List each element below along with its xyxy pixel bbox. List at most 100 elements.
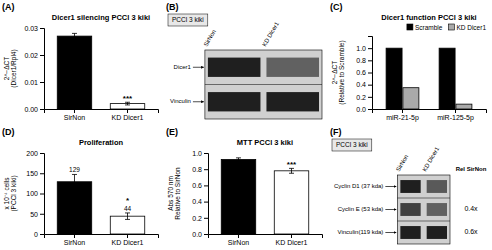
x-tick: SirNon [64, 109, 86, 121]
data-label: 44 [124, 205, 132, 212]
label-box [332, 139, 372, 151]
title: MTT PCCl 3 kiki [237, 138, 293, 147]
y-tick: 0.8 [356, 57, 372, 64]
error-bar-line [125, 219, 130, 220]
bands [208, 58, 319, 112]
annotation: *** [123, 94, 133, 103]
x-tick: KD Dicer1 [112, 109, 144, 121]
blot-frame [205, 50, 322, 119]
panel-letter: (E) [166, 127, 178, 137]
x-tick-label: miR-21-5p [386, 114, 419, 122]
y-axis: 050100150200 [26, 150, 44, 238]
y-tick-mark [204, 153, 208, 154]
y-tick: 1.0 [192, 150, 208, 157]
annotation: *** [287, 160, 297, 169]
x-tick-mark [238, 234, 239, 238]
y-tick: 0.02 [24, 52, 44, 59]
x-tick-label: SirNon [64, 114, 86, 121]
y-axis-title: 2^−ΔCT(Dicer1/Rpl4) [3, 49, 18, 87]
y-axis-title-line: (Dicer1/Rpl4) [10, 49, 18, 87]
title: Dicer1 function PCCl 3 kiki [381, 13, 476, 22]
band [208, 58, 261, 77]
panel-letter: (D) [2, 127, 15, 137]
error-bar-line [74, 174, 75, 189]
x-tick: SirNon [64, 234, 86, 246]
y-tick: 0.4 [192, 198, 208, 205]
x-axis: miR-21-5p miR-125-5p [373, 109, 487, 122]
panel: (C) Dicer1 function PCCl 3 kiki 2^−ΔCT(Rel… [330, 2, 487, 122]
x-axis: SirNonKD Dicer1 [209, 234, 323, 246]
bands [400, 180, 447, 239]
y-axis-line [40, 154, 45, 235]
y-axis-title-line: 2^−ΔCT [331, 61, 338, 84]
y-tick: 0 [34, 231, 44, 238]
panel-letter: (C) [330, 2, 343, 12]
band [427, 180, 447, 193]
y-tick-mark [204, 218, 208, 219]
column-label: KD Dicer1 [421, 145, 440, 172]
panel: (D)Proliferationx 10⁻⁴ cells(PCCl 3 kiki… [2, 127, 159, 246]
y-tick: 0.2 [356, 94, 372, 101]
row-label: Cyclin D1 (37 kda) [334, 183, 383, 189]
band [400, 203, 420, 216]
y-axis-title-line: (Relative to Scramble) [338, 40, 346, 104]
legend-label: KD Dicer1 [456, 24, 486, 31]
y-tick-label: 0.0 [356, 106, 366, 113]
y-axis-line [40, 29, 45, 110]
y-tick-label: 0.4 [356, 81, 366, 88]
error-bar [125, 213, 130, 219]
legend-swatch [407, 24, 413, 30]
row-separator [205, 84, 322, 85]
legend-swatch [448, 24, 454, 30]
panel: (F)PCCl 3 kikiCyclin D1 (37 kda)Cyclin E… [330, 127, 487, 244]
y-tick-mark [368, 73, 372, 74]
x-axis-line [45, 110, 159, 114]
x-tick-label: KD Dicer1 [112, 239, 144, 246]
bar [274, 171, 308, 234]
y-tick-mark [368, 97, 372, 98]
y-axis-title: 2^−ΔCT(Relative to Scramble) [331, 40, 346, 104]
y-tick: 0.6 [356, 69, 372, 76]
row-label: Vinculin(119 kda) [338, 229, 384, 235]
y-tick-label: 0.0 [192, 231, 202, 238]
y-tick-label: 0.01 [24, 79, 38, 86]
y-axis-title-line: x 10⁻⁴ cells [3, 177, 10, 210]
band [266, 92, 319, 111]
y-tick-mark [40, 153, 44, 154]
x-tick: KD Dicer1 [276, 234, 308, 246]
x-tick-mark [127, 109, 128, 113]
x-tick: miR-125-5p [437, 109, 474, 122]
x-axis-line [209, 235, 323, 239]
error-bar-line [236, 157, 241, 158]
error-bar-line [72, 189, 77, 190]
blot-frame [397, 175, 450, 244]
legend: ScrambleKD Dicer1 [407, 24, 486, 31]
y-tick-mark [368, 60, 372, 61]
x-tick-mark [74, 234, 75, 238]
panel-letter: (A) [2, 2, 15, 12]
y-axis-title: Abs 570 nmRelative to SirNon [167, 167, 181, 220]
y-tick-label: 0.2 [192, 215, 202, 222]
row-arrow [193, 101, 204, 102]
y-axis-title-line: Abs 570 nm [167, 176, 174, 211]
label-box-text: PCCl 3 kiki [336, 141, 368, 148]
y-tick: 0.2 [192, 215, 208, 222]
row-arrow [193, 67, 204, 68]
row-arrow [385, 209, 396, 210]
y-tick: 0.03 [24, 25, 44, 32]
y-tick-label: 100 [26, 190, 38, 197]
band [208, 92, 261, 111]
y-axis: 0.00.20.40.60.81.0 [192, 150, 208, 238]
y-tick-mark [40, 28, 44, 29]
bar [386, 48, 402, 109]
x-tick-label: SirNon [64, 239, 86, 246]
y-tick: 0.8 [192, 166, 208, 173]
x-tick-label: KD Dicer1 [112, 114, 144, 121]
x-tick-label: miR-125-5p [437, 114, 474, 122]
error-bar-line [238, 158, 239, 161]
y-tick-label: 0.8 [192, 166, 202, 173]
y-tick-mark [204, 185, 208, 186]
y-tick-label: 0.8 [356, 57, 366, 64]
error-bar-line [289, 173, 294, 174]
y-tick: 50 [30, 210, 44, 217]
